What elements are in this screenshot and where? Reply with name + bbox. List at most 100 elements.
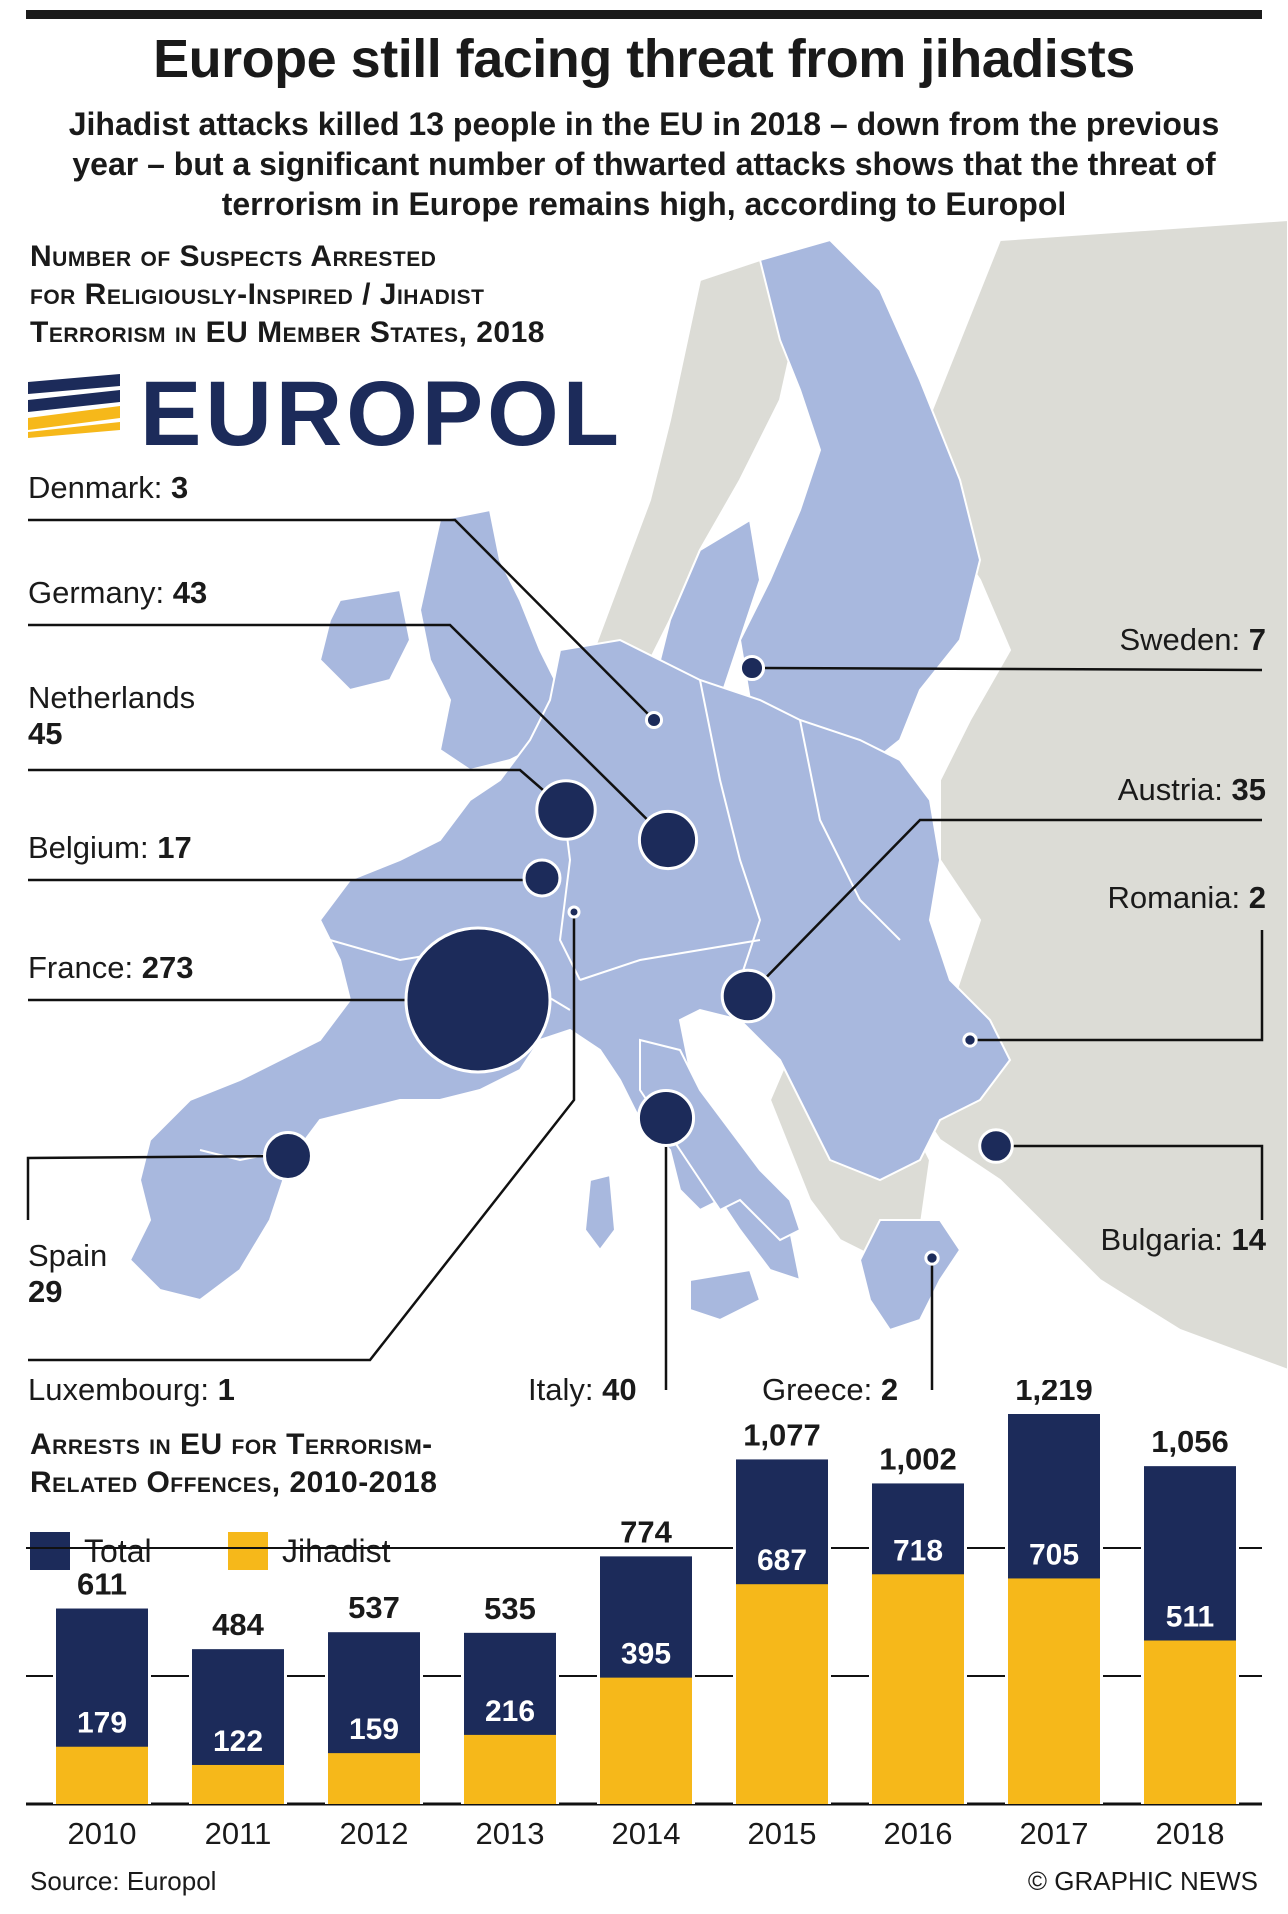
bar-jihadist-2018 — [1144, 1640, 1236, 1804]
leader-line-austria — [747, 818, 1262, 997]
map-title-line1: Number of Suspects Arrested — [30, 240, 437, 273]
total-label-2016: 1,002 — [879, 1441, 957, 1476]
jihadist-label-2012: 159 — [349, 1713, 399, 1746]
label-austria: Austria: 35 — [1117, 772, 1266, 807]
label-denmark-name: Denmark — [28, 470, 154, 505]
eu-greece — [858, 1219, 962, 1332]
label-sweden: Sweden: 7 — [1119, 622, 1266, 657]
bubble-denmark — [644, 710, 664, 730]
bubble-bulgaria — [978, 1128, 1014, 1164]
label-sweden-value: 7 — [1248, 622, 1266, 657]
bubble-spain — [263, 1131, 313, 1181]
label-france-value: 273 — [141, 950, 194, 985]
bar-jihadist-2012 — [328, 1753, 420, 1804]
label-france: France: 273 — [28, 950, 194, 985]
label-luxembourg-name: Luxembourg — [28, 1372, 201, 1407]
bubble-belgium — [522, 858, 562, 898]
label-austria-name: Austria — [1117, 772, 1215, 807]
label-spain-name: Spain — [28, 1238, 108, 1273]
x-tick-2013: 2013 — [476, 1816, 545, 1851]
label-netherlands-value: 45 — [28, 716, 63, 751]
jihadist-label-2010: 179 — [77, 1707, 127, 1740]
bar-title-line1: Arrests in EU for Terrorism- — [30, 1428, 433, 1461]
label-spain-value: 29 — [28, 1274, 63, 1309]
bar-section-title: Arrests in EU for Terrorism- Related Off… — [30, 1426, 437, 1502]
label-france-name: France — [28, 950, 125, 985]
credit-note: © GRAPHIC NEWS — [1027, 1866, 1258, 1896]
jihadist-label-2016: 718 — [893, 1534, 943, 1567]
bar-jihadist-2014 — [600, 1677, 692, 1804]
bar-jihadist-2016 — [872, 1574, 964, 1804]
europol-logo-icon — [28, 374, 120, 438]
jihadist-label-2017: 705 — [1029, 1538, 1079, 1571]
label-greece: Greece: 2 — [762, 1372, 899, 1407]
bubble-germany — [637, 809, 699, 871]
label-denmark: Denmark: 3 — [28, 470, 189, 505]
leader-line-bulgaria — [996, 1144, 1264, 1220]
bar-jihadist-2011 — [192, 1764, 284, 1804]
leader-line-denmark — [28, 518, 655, 721]
label-netherlands: Netherlands 45 — [28, 680, 195, 752]
label-luxembourg: Luxembourg: 1 — [28, 1372, 235, 1407]
label-spain: Spain 29 — [28, 1238, 107, 1310]
label-italy: Italy: 40 — [528, 1372, 637, 1407]
leader-line-germany — [28, 623, 669, 841]
label-austria-value: 35 — [1231, 772, 1266, 807]
label-belgium-name: Belgium — [28, 830, 140, 865]
x-tick-2011: 2011 — [205, 1816, 272, 1851]
total-label-2011: 484 — [212, 1607, 264, 1642]
page-title: Europe still facing threat from jihadist… — [153, 29, 1135, 89]
x-tick-2014: 2014 — [612, 1816, 681, 1851]
europol-logo-text: EUROPOL — [140, 363, 623, 465]
legend-jihadist-label: Jihadist — [282, 1533, 391, 1569]
total-label-2012: 537 — [348, 1590, 400, 1625]
bubble-greece — [924, 1250, 940, 1266]
eu-sardinia — [583, 1173, 617, 1252]
leader-line-sweden — [751, 666, 1263, 672]
label-luxembourg-value: 1 — [217, 1372, 235, 1407]
map-section-title: Number of Suspects Arrested for Religiou… — [30, 238, 545, 352]
page-subtitle: Jihadist attacks killed 13 people in the… — [68, 106, 1220, 222]
legend-jihadist-swatch — [228, 1532, 268, 1570]
label-romania: Romania: 2 — [1107, 880, 1266, 915]
x-tick-2016: 2016 — [884, 1816, 953, 1851]
leader-line-netherlands — [28, 768, 567, 811]
label-sweden-name: Sweden — [1119, 622, 1232, 657]
legend-total-label: Total — [84, 1533, 152, 1569]
label-germany: Germany: 43 — [28, 575, 208, 610]
leader-line-spain — [26, 1154, 289, 1220]
europe-map — [0, 220, 1288, 1390]
jihadist-label-2013: 216 — [485, 1695, 535, 1728]
label-bulgaria-name: Bulgaria — [1100, 1222, 1215, 1257]
label-italy-value: 40 — [602, 1372, 637, 1407]
jihadist-label-2015: 687 — [757, 1544, 807, 1577]
source-note: Source: Europol — [30, 1866, 217, 1896]
total-label-2013: 535 — [484, 1591, 536, 1626]
map-svg — [128, 220, 1288, 1372]
top-rule — [26, 10, 1262, 19]
legend-total-swatch — [30, 1532, 70, 1570]
jihadist-label-2014: 395 — [621, 1638, 671, 1671]
label-netherlands-name: Netherlands — [28, 680, 196, 715]
x-tick-2017: 2017 — [1020, 1816, 1089, 1851]
label-italy-name: Italy — [528, 1372, 585, 1407]
x-tick-2018: 2018 — [1156, 1816, 1225, 1851]
bubble-romania — [962, 1032, 978, 1048]
label-germany-value: 43 — [172, 575, 208, 610]
bar-jihadist-2013 — [464, 1734, 556, 1804]
total-label-2018: 1,056 — [1151, 1424, 1229, 1459]
label-bulgaria: Bulgaria: 14 — [1100, 1222, 1266, 1257]
x-tick-2012: 2012 — [340, 1816, 409, 1851]
label-belgium: Belgium: 17 — [28, 830, 192, 865]
map-title-line3: Terrorism in EU Member States, 2018 — [30, 316, 545, 349]
bubble-france — [404, 926, 552, 1074]
label-denmark-value: 3 — [171, 470, 189, 505]
eu-sicily — [689, 1268, 762, 1322]
jihadist-label-2018: 511 — [1166, 1601, 1214, 1634]
bubble-italy — [636, 1088, 696, 1148]
bubble-luxembourg — [567, 905, 581, 919]
bar-title-line2: Related Offences, 2010-2018 — [30, 1466, 438, 1499]
bar-jihadist-2010 — [56, 1746, 148, 1804]
bar-jihadist-2015 — [736, 1584, 828, 1804]
label-greece-name: Greece — [762, 1372, 864, 1407]
